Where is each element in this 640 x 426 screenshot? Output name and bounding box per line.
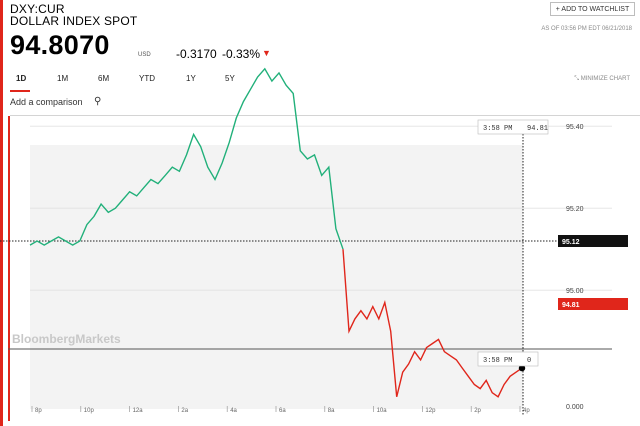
last-price-tag: 94.81 <box>558 298 628 310</box>
left-accent-bar <box>0 0 3 426</box>
last-price: 94.8070 <box>10 30 110 60</box>
x-tick-label: 12p <box>425 408 436 414</box>
last-price-value: 94.81 <box>562 302 580 309</box>
divider <box>10 115 640 116</box>
tab-1y[interactable]: 1Y <box>186 74 196 83</box>
tooltip-bottom-value: 0 <box>527 357 531 365</box>
comparison-input[interactable]: Add a comparison <box>10 97 83 107</box>
tooltip-top-value: 94.81 <box>527 125 548 133</box>
price-change-percent: -0.33% <box>222 47 261 61</box>
x-tick-label: 8a <box>328 408 335 414</box>
price-change: -0.3170 <box>176 47 217 61</box>
x-tick-label: 4a <box>230 408 237 414</box>
series-line-down <box>342 249 523 398</box>
chart-right-blank <box>523 116 640 421</box>
tab-1d[interactable]: 1D <box>16 74 27 83</box>
y-tick-label: 95.00 <box>566 288 584 295</box>
x-tick-label: 6a <box>279 408 286 414</box>
x-tick-label: 2a <box>181 408 188 414</box>
currency-label: USD <box>138 52 151 58</box>
minimize-chart-button[interactable]: ⤡ MINIMIZE CHART <box>574 76 630 83</box>
ticker-symbol: DXY:CUR <box>10 2 65 16</box>
search-icon[interactable]: ⚲ <box>94 96 102 107</box>
x-tick-label: 8p <box>35 408 42 414</box>
last-point-marker <box>518 364 526 372</box>
series-line-up <box>29 67 344 250</box>
tooltip-bottom-time: 3:58 PM <box>483 357 512 365</box>
tooltip-bottom: 3:58 PM 0 <box>477 351 539 367</box>
y-axis-ticks: 95.40 95.20 95.00 0.000 <box>566 124 584 411</box>
prev-close-value: 95.12 <box>562 239 580 246</box>
x-tick-label: 10a <box>377 408 388 414</box>
collapse-icon: ⤡ <box>574 76 580 82</box>
y-tick-label: 95.20 <box>566 206 584 213</box>
x-axis-ticks: 8p 10p 12a 2a 4a 6a 8a 10a 12p 2p 4p <box>31 406 530 414</box>
chart-left-accent <box>8 116 10 421</box>
instrument-name: DOLLAR INDEX SPOT <box>10 14 138 28</box>
x-tick-label: 12a <box>133 408 144 414</box>
triangle-down-icon: ▼ <box>262 48 271 58</box>
x-tick-label: 4p <box>523 408 530 414</box>
tab-1m[interactable]: 1M <box>57 74 69 83</box>
active-tab-indicator <box>10 90 30 92</box>
bloomberg-markets-watermark: BloombergMarkets <box>12 332 121 346</box>
x-tick-label: 10p <box>84 408 95 414</box>
tab-ytd[interactable]: YTD <box>139 74 155 83</box>
y-tick-label: 95.40 <box>566 124 584 131</box>
add-to-watchlist-button[interactable]: + ADD TO WATCHLIST <box>550 2 635 16</box>
as-of-timestamp: AS OF 03:56 PM EDT 06/21/2018 <box>541 26 632 32</box>
prev-close-tag: 95.12 <box>558 235 628 247</box>
minimize-chart-label: MINIMIZE CHART <box>580 76 630 82</box>
tab-5y[interactable]: 5Y <box>225 74 235 83</box>
chart-area-bg <box>30 145 523 409</box>
tooltip-top: 3:58 PM 94.81 <box>477 119 549 135</box>
y-tick-label: 0.000 <box>566 404 584 411</box>
tooltip-top-time: 3:58 PM <box>483 125 512 133</box>
tab-6m[interactable]: 6M <box>98 74 110 83</box>
x-tick-label: 2p <box>474 408 481 414</box>
